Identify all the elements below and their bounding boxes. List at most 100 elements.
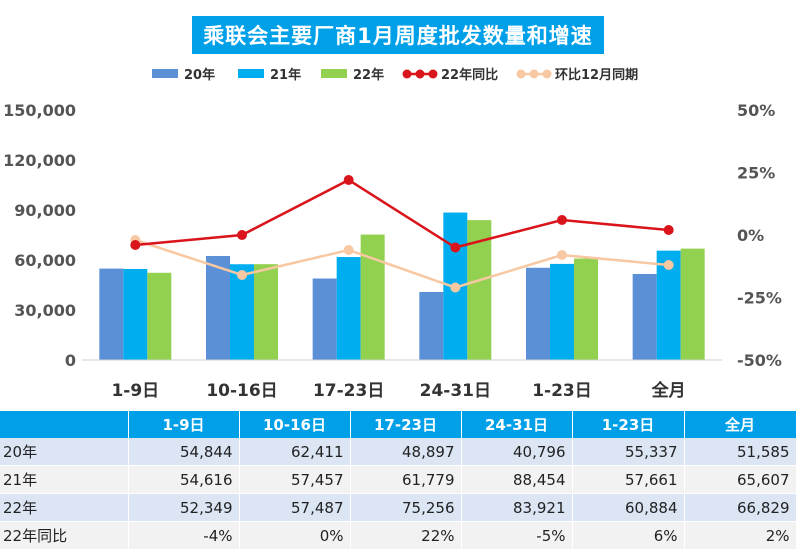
table-cell: 65,607 — [684, 465, 796, 494]
table-row: 22年 52,349 57,487 75,256 83,921 60,884 66,829 — [0, 493, 796, 522]
table-header-cell: 17-23日 — [350, 411, 462, 438]
x-category-label: 全月 — [651, 380, 686, 401]
legend-label: 21年 — [270, 67, 301, 83]
table-cell: 51,585 — [684, 438, 796, 466]
x-category-label: 1-23日 — [532, 381, 592, 401]
legend-label: 22年同比 — [441, 67, 498, 83]
bar-20年 — [632, 274, 657, 360]
table-cell: 40,796 — [461, 438, 573, 466]
line-22年同比 — [135, 178, 669, 249]
bar-22年 — [574, 258, 598, 360]
right-tick-label: 25% — [737, 164, 775, 183]
point-22年同比 — [557, 215, 567, 225]
line-环比12月同期 — [134, 238, 669, 289]
left-tick-label: 60,000 — [14, 251, 76, 270]
data-table: 1-9日 10-16日 17-23日 24-31日 1-23日 全月 20年 54,844 6… — [0, 411, 796, 550]
legend-swatch-20年 — [152, 69, 178, 78]
row-label: 21年 — [0, 465, 129, 494]
table-cell: 83,921 — [461, 493, 573, 522]
legend-marker — [428, 69, 438, 79]
bar-22年 — [360, 234, 385, 360]
table-cell: 75,256 — [350, 493, 462, 522]
legend-label: 20年 — [184, 67, 215, 83]
table-cell: 55,337 — [572, 438, 685, 466]
table-header-cell: 1-9日 — [128, 411, 240, 438]
table-header-corner — [0, 411, 129, 438]
bar-22年 — [147, 272, 172, 360]
table-cell: 88,454 — [461, 465, 573, 494]
point-环比12月同期 — [557, 250, 567, 260]
point-22年同比 — [237, 230, 247, 240]
legend-label: 22年 — [353, 67, 384, 83]
right-y-axis: -50% -25% 0% 25% 50% — [737, 101, 782, 370]
table-header-cell: 1-23日 — [572, 411, 685, 438]
table-cell: 57,457 — [239, 465, 351, 494]
table-cell: 60,884 — [572, 493, 685, 522]
table-header-cell: 24-31日 — [461, 411, 573, 438]
legend-marker — [542, 69, 552, 79]
x-axis-categories: 1-9日 10-16日 17-23日 24-31日 1-23日 全月 — [111, 380, 685, 401]
legend-label: 环比12月同期 — [555, 67, 638, 83]
bar-21年 — [123, 268, 148, 360]
bar-21年 — [336, 257, 361, 360]
legend-marker — [516, 69, 526, 79]
row-label: 22年 — [0, 493, 129, 522]
bar-21年 — [550, 263, 574, 360]
bar-20年 — [312, 278, 337, 360]
left-tick-label: 120,000 — [3, 151, 76, 170]
legend-marker — [402, 69, 412, 79]
legend-swatch-22年 — [321, 69, 347, 78]
left-y-axis: 0 30,000 60,000 90,000 120,000 150,000 — [3, 101, 76, 370]
x-category-label: 1-9日 — [111, 381, 159, 401]
right-tick-label: 0% — [737, 226, 764, 245]
table-cell: 57,661 — [572, 465, 685, 494]
table-cell: 57,487 — [239, 493, 351, 522]
right-tick-label: -25% — [737, 289, 782, 308]
x-category-label: 24-31日 — [420, 381, 491, 401]
table-cell: 2% — [684, 521, 796, 550]
left-tick-label: 150,000 — [3, 101, 76, 120]
table-cell: 54,844 — [128, 438, 240, 466]
line-series — [130, 175, 674, 293]
combo-chart: 20年 21年 22年 22年同比 环比12月同期 0 30,000 60,000 90,00… — [3, 67, 782, 401]
bar-21年 — [230, 264, 254, 360]
right-tick-label: 50% — [737, 101, 775, 120]
table-cell: -4% — [128, 521, 240, 550]
table-row: 22年同比 -4% 0% 22% -5% 6% 2% — [0, 521, 796, 550]
table-header-cell: 全月 — [684, 411, 796, 438]
bar-22年 — [254, 264, 278, 360]
x-category-label: 10-16日 — [206, 381, 277, 401]
left-tick-label: 0 — [65, 351, 76, 370]
table-row: 21年 54,616 57,457 61,779 88,454 57,661 65,607 — [0, 465, 796, 494]
point-22年同比 — [450, 242, 461, 253]
table-row: 20年 54,844 62,411 48,897 40,796 55,337 51,585 — [0, 438, 796, 466]
legend-marker — [415, 69, 425, 79]
point-22年同比 — [130, 240, 141, 250]
table-cell: 61,779 — [350, 465, 462, 494]
bar-20年 — [206, 255, 230, 360]
table-cell: 54,616 — [128, 465, 240, 494]
row-label: 22年同比 — [0, 521, 129, 550]
point-22年同比 — [663, 225, 674, 235]
table-cell: -5% — [461, 521, 573, 550]
point-环比12月同期 — [450, 282, 461, 293]
point-环比12月同期 — [237, 270, 247, 280]
legend-swatch-21年 — [238, 69, 264, 78]
row-label: 20年 — [0, 438, 129, 466]
point-环比12月同期 — [663, 260, 674, 270]
chart-title: 乘联会主要厂商1月周度批发数量和增速 — [192, 16, 604, 54]
table-cell: 0% — [239, 521, 351, 550]
table-header-row: 1-9日 10-16日 17-23日 24-31日 1-23日 全月 — [0, 411, 796, 438]
left-tick-label: 30,000 — [14, 301, 76, 320]
legend: 20年 21年 22年 22年同比 环比12月同期 — [152, 67, 638, 83]
table-cell: 6% — [572, 521, 685, 550]
table-cell: 66,829 — [684, 493, 796, 522]
left-tick-label: 90,000 — [14, 201, 76, 220]
point-22年同比 — [343, 175, 354, 185]
point-环比12月同期 — [343, 245, 354, 255]
table-cell: 48,897 — [350, 438, 462, 466]
bar-series — [99, 212, 705, 360]
bar-22年 — [680, 248, 705, 360]
table-cell: 22% — [350, 521, 462, 550]
legend-marker — [529, 69, 539, 79]
